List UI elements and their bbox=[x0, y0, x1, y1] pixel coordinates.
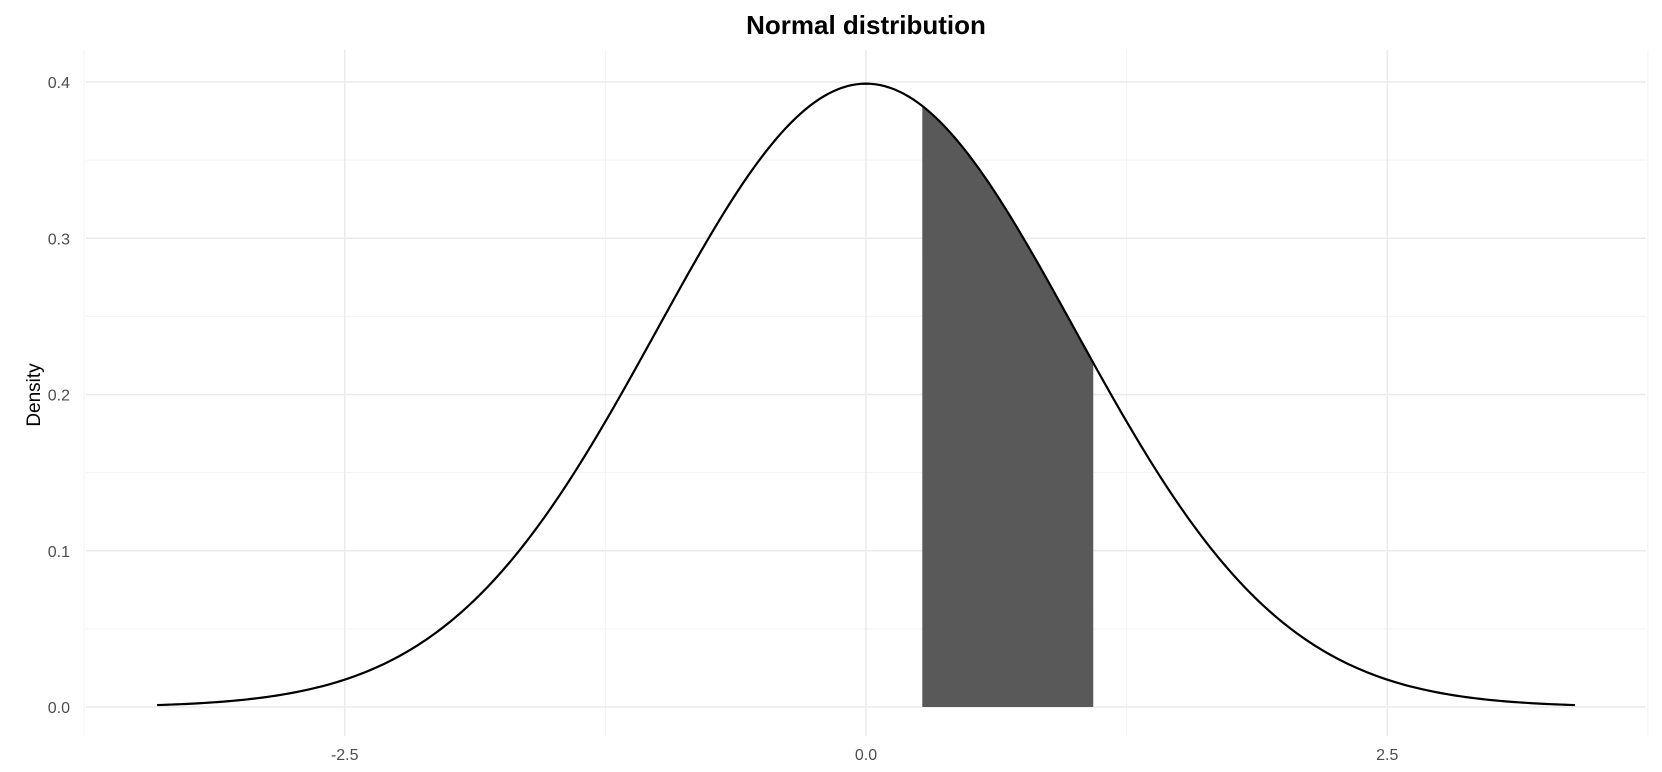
x-tick-label: 2.5 bbox=[1376, 747, 1398, 764]
y-tick-label: 0.3 bbox=[48, 231, 70, 248]
y-tick-label: 0.4 bbox=[48, 75, 70, 92]
chart-title: Normal distribution bbox=[746, 10, 986, 40]
y-tick-label: 0.0 bbox=[48, 700, 70, 717]
y-axis-ticks: 0.0 0.1 0.2 0.3 0.4 bbox=[48, 75, 70, 717]
x-axis-ticks: -2.5 0.0 2.5 bbox=[331, 747, 1399, 764]
grid bbox=[83, 50, 1649, 736]
y-tick-label: 0.1 bbox=[48, 544, 70, 561]
density-curve bbox=[157, 82, 1575, 707]
y-tick-label: 0.2 bbox=[48, 388, 70, 405]
x-tick-label: 0.0 bbox=[855, 747, 877, 764]
shaded-area bbox=[922, 105, 1094, 707]
y-axis-label: Density bbox=[24, 363, 45, 427]
x-tick-label: -2.5 bbox=[331, 747, 359, 764]
